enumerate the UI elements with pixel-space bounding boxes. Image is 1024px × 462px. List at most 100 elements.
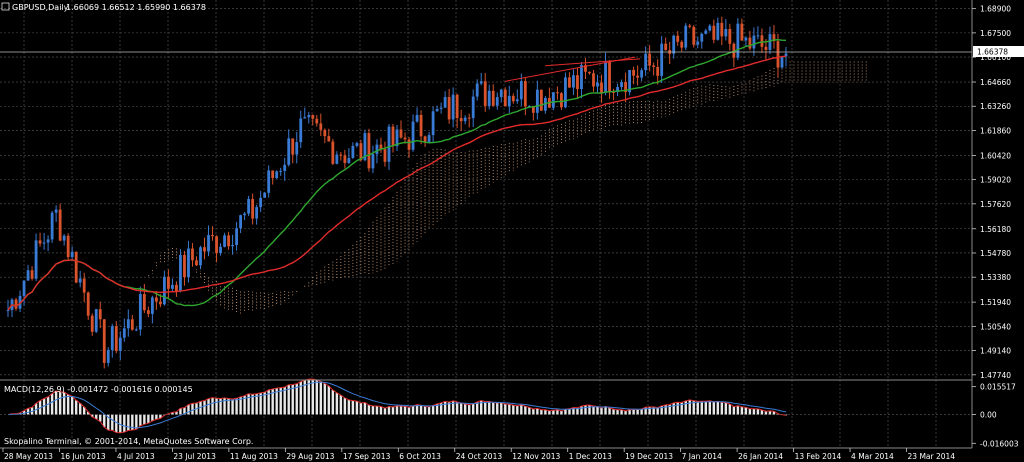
candle-body xyxy=(768,34,772,50)
candle-body xyxy=(30,270,34,279)
price-tick-label: 1.67500 xyxy=(980,29,1011,38)
candle-body xyxy=(255,207,259,219)
candle-body xyxy=(784,53,788,57)
candle-body xyxy=(86,292,90,316)
candle-body xyxy=(475,83,479,97)
time-tick-label: 13 Feb 2014 xyxy=(795,452,842,461)
candle-body xyxy=(227,235,230,247)
candle-body xyxy=(203,247,206,252)
candle-body xyxy=(732,43,736,58)
candle-body xyxy=(134,329,138,331)
candle-body xyxy=(90,315,94,332)
time-tick-label: 6 Oct 2013 xyxy=(399,452,441,461)
time-tick-label: 4 Mar 2014 xyxy=(851,452,894,461)
time-axis[interactable]: 28 May 2013 16 Jun 2013 4 Jul 2013 23 Jul 2… xyxy=(2,448,956,461)
candle-body xyxy=(263,192,267,198)
macd-tick-label: 0.015517 xyxy=(980,383,1016,392)
candle-body xyxy=(158,301,162,305)
candle-body xyxy=(471,96,475,119)
candle-body xyxy=(756,35,760,37)
candle-body xyxy=(102,319,106,363)
price-axis[interactable]: 1.68900 1.67500 1.66100 1.64660 1.63260 1.618… xyxy=(972,5,1011,380)
candle-body xyxy=(467,117,471,119)
candle-body xyxy=(588,71,591,74)
ma-slow-line xyxy=(7,55,787,311)
candle-body xyxy=(275,171,279,179)
candle-body xyxy=(319,123,323,130)
candle-body xyxy=(531,106,535,113)
chart-menu-icon[interactable] xyxy=(1,2,10,11)
trend-line[interactable] xyxy=(544,58,641,67)
candle-body xyxy=(415,114,419,122)
candle-body xyxy=(259,197,263,208)
time-tick-label: 16 Jun 2013 xyxy=(60,452,105,461)
candle-body xyxy=(652,65,656,67)
candle-body xyxy=(435,108,439,112)
candle-body xyxy=(556,92,559,94)
candle-body xyxy=(327,136,331,142)
candle-body xyxy=(383,149,387,162)
candle-body xyxy=(118,337,122,351)
candle-body xyxy=(279,170,283,172)
candle-body xyxy=(620,82,623,88)
candle-body xyxy=(696,41,700,45)
candle-body xyxy=(720,22,724,37)
candle-body xyxy=(495,97,499,106)
candle-body xyxy=(431,111,435,136)
time-tick-label: 4 Jul 2013 xyxy=(117,452,155,461)
candle-body xyxy=(223,235,226,247)
candle-body xyxy=(535,89,539,113)
candle-body xyxy=(74,251,78,283)
signal-line xyxy=(7,381,787,429)
candle-body xyxy=(347,157,351,163)
candle-body xyxy=(451,94,455,120)
time-tick-label: 12 Nov 2013 xyxy=(512,452,560,461)
candle-body xyxy=(219,246,222,254)
candle-body xyxy=(483,81,487,106)
price-tick-label: 1.54780 xyxy=(980,249,1011,258)
price-tick-label: 1.53380 xyxy=(980,273,1011,282)
candle-body xyxy=(46,239,50,243)
price-tick-label: 1.68900 xyxy=(980,5,1011,14)
candle-body xyxy=(78,278,82,283)
candle-body xyxy=(664,43,668,51)
current-price-label: 1.66378 xyxy=(977,48,1008,57)
candle-body xyxy=(760,35,764,47)
candle-body xyxy=(515,99,519,102)
price-tick-label: 1.64660 xyxy=(980,78,1011,87)
candle-body xyxy=(608,61,611,92)
candle-body xyxy=(748,37,752,49)
candle-body xyxy=(82,278,86,293)
candle-body xyxy=(171,284,174,289)
time-tick-label: 7 Jan 2014 xyxy=(682,452,722,461)
candle-body xyxy=(154,297,158,302)
candle-body xyxy=(150,297,154,314)
price-tick-label: 1.47740 xyxy=(980,371,1011,380)
macd-axis[interactable]: 0.015517 0.00 -0.016003 xyxy=(972,383,1019,449)
time-tick-label: 28 May 2013 xyxy=(4,452,53,461)
candle-body xyxy=(656,66,660,76)
macd-tick-label: -0.016003 xyxy=(980,439,1019,448)
candle-body xyxy=(195,260,198,266)
candle-body xyxy=(183,254,186,278)
time-tick-label: 24 Oct 2013 xyxy=(456,452,503,461)
time-tick-label: 1 Dec 2013 xyxy=(569,452,612,461)
candle-body xyxy=(560,93,563,108)
candle-body xyxy=(355,143,359,146)
candle-body xyxy=(146,310,150,314)
candle-body xyxy=(311,115,315,119)
candle-body xyxy=(708,25,712,31)
time-tick-label: 23 Mar 2014 xyxy=(908,452,956,461)
candle-body xyxy=(596,82,599,87)
candle-body xyxy=(38,240,42,244)
macd-tick-label: 0.00 xyxy=(980,411,997,420)
candle-body xyxy=(235,228,238,245)
candle-body xyxy=(339,154,343,156)
macd-title: MACD(12,26,9) -0.001472 -0.001616 0.0001… xyxy=(4,385,193,394)
candle-body xyxy=(499,89,503,98)
candle-body xyxy=(584,65,587,72)
candle-body xyxy=(523,81,527,107)
candle-body xyxy=(628,69,631,93)
